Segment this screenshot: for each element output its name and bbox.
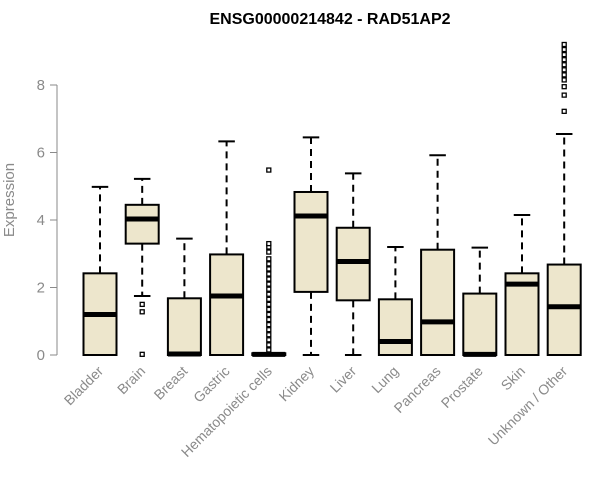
y-tick-label: 2 bbox=[37, 280, 45, 297]
x-tick-label: Kidney bbox=[276, 363, 318, 405]
box-kidney bbox=[293, 136, 329, 356]
outlier-point bbox=[561, 84, 567, 90]
outlier-point bbox=[266, 301, 272, 308]
box-hematopoietic-cells bbox=[251, 167, 287, 357]
box-prostate bbox=[462, 246, 498, 357]
outlier-point bbox=[266, 296, 272, 302]
outlier-point bbox=[266, 311, 272, 318]
outlier-point bbox=[139, 301, 145, 308]
outlier-point bbox=[561, 108, 567, 114]
x-tick-label: Breast bbox=[151, 363, 191, 403]
x-tick-label: Brain bbox=[114, 363, 148, 397]
y-axis: 0 2 4 6 8 bbox=[37, 77, 58, 364]
iqr-box bbox=[377, 298, 413, 356]
outlier-point bbox=[561, 41, 567, 48]
outlier-point bbox=[266, 271, 272, 277]
box-lung bbox=[377, 246, 413, 356]
iqr-box bbox=[335, 226, 371, 302]
outlier-point bbox=[266, 256, 272, 262]
x-tick-label: Unknown / Other bbox=[485, 363, 571, 449]
outlier-point bbox=[266, 347, 272, 353]
outlier-point bbox=[139, 309, 145, 315]
outlier-point bbox=[266, 337, 272, 343]
outlier-point bbox=[266, 249, 272, 255]
x-tick-label: Prostate bbox=[438, 363, 486, 411]
outlier-point bbox=[561, 51, 567, 58]
outlier-point bbox=[266, 240, 272, 247]
iqr-box bbox=[462, 292, 498, 357]
box-brain bbox=[124, 177, 160, 357]
outlier-point bbox=[266, 332, 272, 338]
box-skin bbox=[504, 213, 540, 357]
outlier-point bbox=[561, 77, 567, 83]
box-unknown-other bbox=[546, 41, 582, 356]
x-tick-label: Pancreas bbox=[391, 363, 444, 416]
box-bladder bbox=[82, 185, 118, 357]
y-tick-label: 4 bbox=[37, 212, 45, 229]
outlier-point bbox=[561, 62, 567, 68]
iqr-box bbox=[209, 253, 245, 356]
outlier-point bbox=[561, 67, 567, 73]
box-gastric bbox=[209, 140, 245, 356]
outlier-point bbox=[561, 92, 567, 98]
outlier-point bbox=[266, 286, 272, 292]
outlier-point bbox=[266, 327, 272, 333]
iqr-box bbox=[504, 272, 540, 357]
x-tick-label: Lung bbox=[368, 363, 401, 396]
outlier-point bbox=[561, 57, 567, 63]
x-tick-label: Liver bbox=[327, 363, 360, 396]
iqr-box bbox=[546, 263, 582, 356]
iqr-box bbox=[124, 203, 160, 245]
outlier-point bbox=[139, 351, 145, 357]
outlier-point bbox=[561, 46, 567, 53]
x-tick-label: Bladder bbox=[61, 363, 107, 409]
box-liver bbox=[335, 172, 371, 356]
boxes bbox=[82, 41, 582, 357]
outlier-point bbox=[266, 291, 272, 297]
y-tick-label: 8 bbox=[37, 77, 45, 94]
chart-title: ENSG00000214842 - RAD51AP2 bbox=[209, 11, 450, 28]
outlier-point bbox=[266, 321, 272, 328]
outlier-point bbox=[266, 261, 272, 267]
box-pancreas bbox=[420, 154, 456, 356]
outlier-point bbox=[561, 72, 567, 78]
y-tick-label: 0 bbox=[37, 347, 45, 364]
outlier-point bbox=[266, 276, 272, 282]
outlier-point bbox=[266, 316, 272, 323]
iqr-box bbox=[166, 297, 202, 356]
outlier-point bbox=[266, 281, 272, 287]
outlier-point bbox=[266, 342, 272, 348]
x-tick-label: Skin bbox=[498, 363, 529, 394]
box-breast bbox=[166, 237, 202, 357]
y-tick-label: 6 bbox=[37, 145, 45, 162]
iqr-box bbox=[293, 190, 329, 293]
outlier-point bbox=[266, 167, 272, 173]
outlier-point bbox=[266, 306, 272, 313]
y-axis-label: Expression bbox=[1, 163, 18, 237]
outlier-point bbox=[266, 266, 272, 272]
iqr-box bbox=[420, 248, 456, 356]
